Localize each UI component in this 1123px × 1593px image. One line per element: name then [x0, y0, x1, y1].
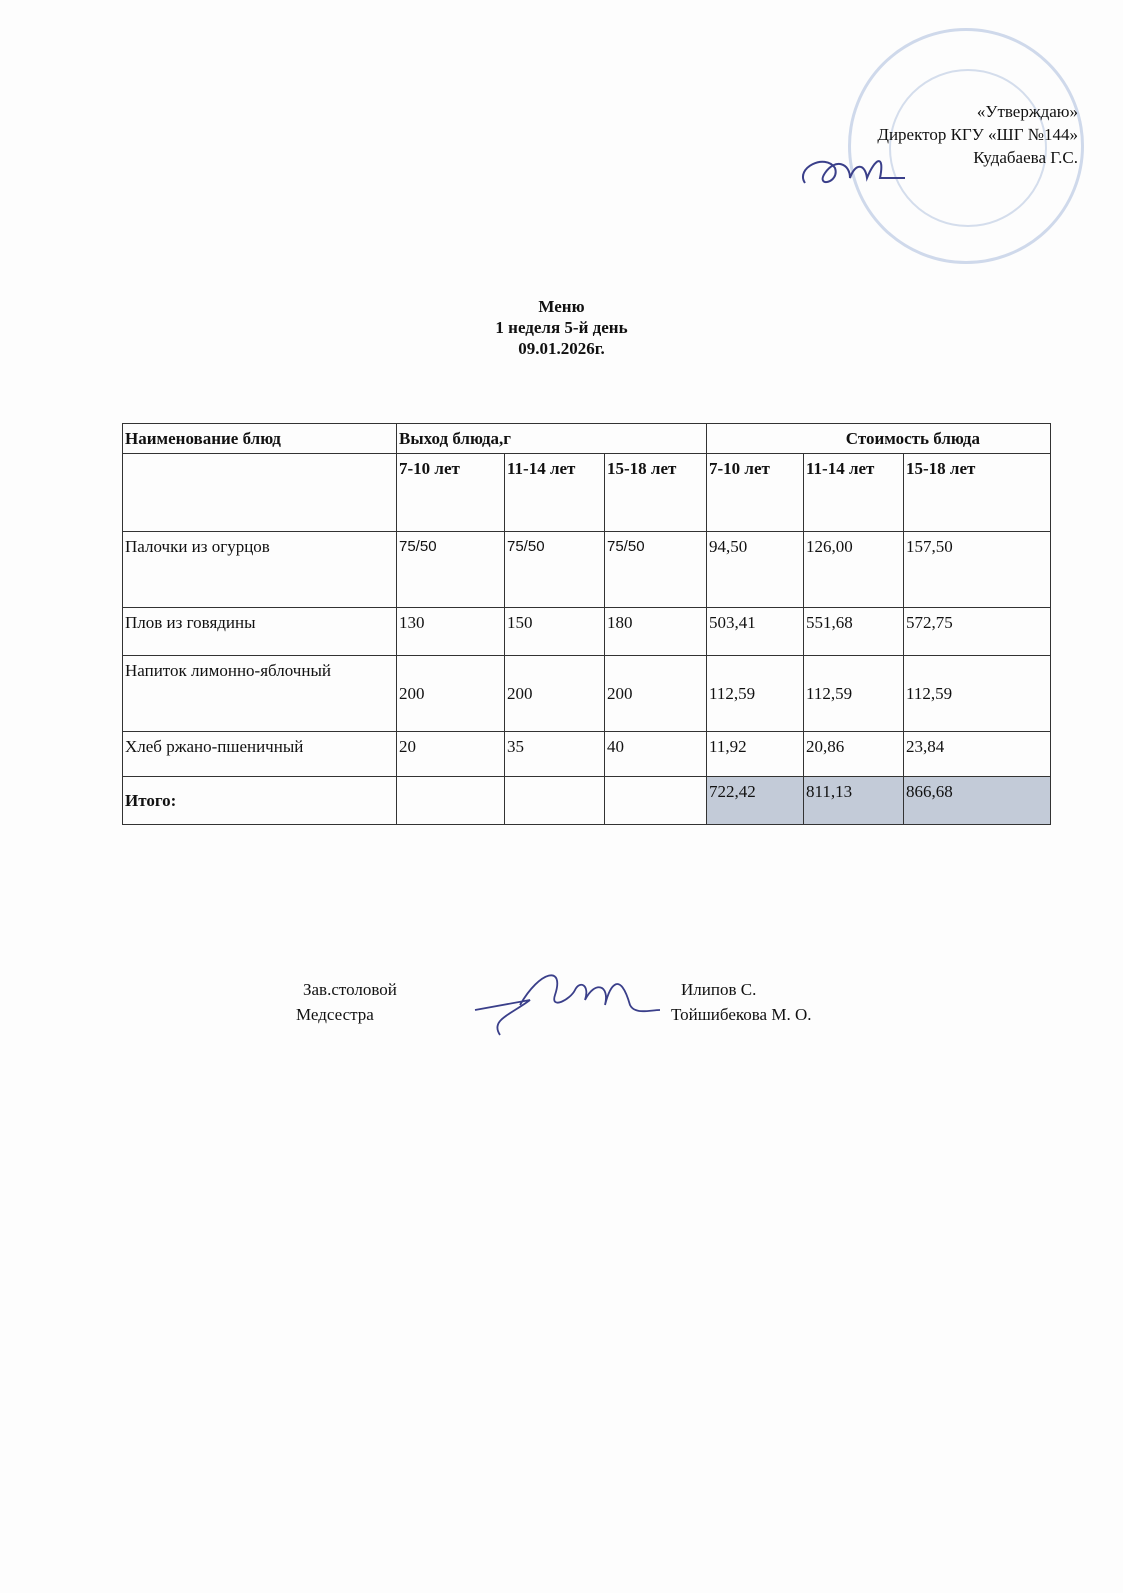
- age-group: 15-18 лет: [604, 453, 707, 532]
- cell: 112,59: [803, 655, 904, 732]
- approval-block: «Утверждаю» Директор КГУ «ШГ №144» Кудаб…: [877, 100, 1078, 169]
- table-row: Плов из говядины 130 150 180 503,41 551,…: [122, 607, 1051, 656]
- signature-name-2: Тойшибекова М. О.: [671, 1005, 812, 1024]
- approval-position: Директор КГУ «ШГ №144»: [877, 125, 1078, 144]
- cell: 157,50: [903, 531, 1051, 608]
- title-week-day: 1 неделя 5-й день: [495, 318, 628, 337]
- cell: 150: [504, 607, 605, 656]
- table-row: Напиток лимонно-яблочный 200 200 200 112…: [122, 655, 1051, 732]
- total-label: Итого:: [122, 776, 397, 825]
- dish-name: Хлеб ржано-пшеничный: [122, 731, 397, 777]
- cell: 200: [604, 655, 707, 732]
- cell: 551,68: [803, 607, 904, 656]
- table-subheader-row: 7-10 лет 11-14 лет 15-18 лет 7-10 лет 11…: [122, 453, 1051, 532]
- director-signature: [802, 160, 905, 184]
- menu-table: Наименование блюд Выход блюда,г Стоимост…: [122, 423, 1051, 825]
- dish-name: Плов из говядины: [122, 607, 397, 656]
- header-name: Наименование блюд: [122, 423, 397, 454]
- cell: 35: [504, 731, 605, 777]
- header-yield: Выход блюда,г: [396, 423, 707, 454]
- cell: 130: [396, 607, 505, 656]
- cell: [604, 776, 707, 825]
- cell: 94,50: [706, 531, 804, 608]
- approval-heading: «Утверждаю»: [976, 102, 1078, 121]
- title-date: 09.01.2026г.: [518, 339, 605, 358]
- cell: 572,75: [903, 607, 1051, 656]
- dish-name: Напиток лимонно-яблочный: [122, 655, 397, 732]
- cell: 126,00: [803, 531, 904, 608]
- approval-name: Кудабаева Г.С.: [973, 148, 1078, 167]
- cell: 20: [396, 731, 505, 777]
- canteen-signature: [474, 974, 661, 1036]
- dish-name: Палочки из огурцов: [122, 531, 397, 608]
- cell: 11,92: [706, 731, 804, 777]
- cell: [504, 776, 605, 825]
- cell: 20,86: [803, 731, 904, 777]
- table-total-row: Итого: 722,42 811,13 866,68: [122, 776, 1051, 825]
- cell: 75/50: [396, 531, 505, 608]
- cell: 75/50: [504, 531, 605, 608]
- cell: 180: [604, 607, 707, 656]
- official-stamp: [848, 28, 1084, 264]
- cell: 112,59: [903, 655, 1051, 732]
- cell: 40: [604, 731, 707, 777]
- age-group: 7-10 лет: [396, 453, 505, 532]
- cell: 200: [396, 655, 505, 732]
- table-row: Хлеб ржано-пшеничный 20 35 40 11,92 20,8…: [122, 731, 1051, 777]
- cell: [396, 776, 505, 825]
- cell: 75/50: [604, 531, 707, 608]
- table-row: Палочки из огурцов 75/50 75/50 75/50 94,…: [122, 531, 1051, 608]
- cell: 23,84: [903, 731, 1051, 777]
- total-cost: 811,13: [803, 776, 904, 825]
- table-header-row: Наименование блюд Выход блюда,г Стоимост…: [122, 423, 1051, 454]
- age-group: 11-14 лет: [504, 453, 605, 532]
- age-group: 11-14 лет: [803, 453, 904, 532]
- age-group: 15-18 лет: [903, 453, 1051, 532]
- title-menu: Меню: [538, 297, 585, 316]
- signature-role-1: Зав.столовой: [303, 980, 397, 999]
- cell: 200: [504, 655, 605, 732]
- total-cost: 722,42: [706, 776, 804, 825]
- header-cost: Стоимость блюда: [706, 423, 1051, 454]
- signature-name-1: Илипов С.: [681, 980, 757, 999]
- age-group: 7-10 лет: [706, 453, 804, 532]
- document-title: Меню 1 неделя 5-й день 09.01.2026г.: [0, 296, 1123, 359]
- total-cost: 866,68: [903, 776, 1051, 825]
- signature-role-2: Медсестра: [296, 1005, 374, 1024]
- cell: 503,41: [706, 607, 804, 656]
- cell: 112,59: [706, 655, 804, 732]
